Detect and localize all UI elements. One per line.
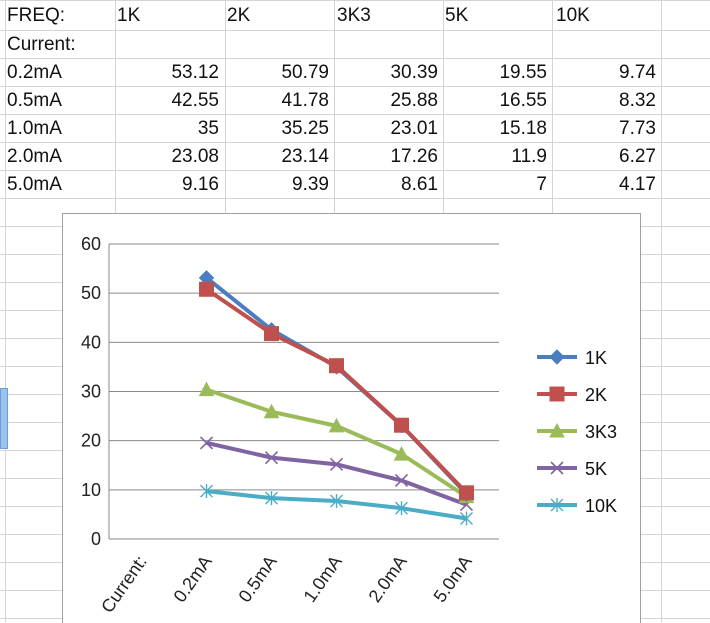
data-point[interactable] xyxy=(550,498,564,512)
data-point[interactable] xyxy=(549,386,565,402)
series-line[interactable] xyxy=(205,387,468,499)
row-label[interactable]: 0.2mA xyxy=(7,62,62,83)
table-cell[interactable]: 50.79 xyxy=(281,62,329,83)
table-cell[interactable]: 4.17 xyxy=(619,174,656,195)
series-line[interactable] xyxy=(205,276,468,496)
y-tick-label: 60 xyxy=(81,234,101,254)
table-cell[interactable]: 30.39 xyxy=(390,62,438,83)
table-cell[interactable]: 8.61 xyxy=(401,174,438,195)
x-tick-label: 0.2mA xyxy=(170,552,216,606)
chart-canvas: 0 10 20 30 40 50 60 Current: 0.2mA 0.5mA 1.0mA 2.0m… xyxy=(81,234,617,617)
legend-label: 2K xyxy=(585,385,607,405)
table-cell[interactable]: 35.25 xyxy=(281,118,329,139)
table-cell[interactable]: 16.55 xyxy=(499,90,547,111)
legend: 1K 2K 3K3 5K 10K xyxy=(537,348,617,516)
legend-label: 1K xyxy=(585,348,607,368)
table-cell[interactable]: 9.16 xyxy=(182,174,219,195)
header-1k[interactable]: 1K xyxy=(117,5,141,26)
legend-label: 10K xyxy=(585,496,617,516)
data-point[interactable] xyxy=(395,501,408,516)
table-cell[interactable]: 23.01 xyxy=(390,118,438,139)
series-2K[interactable] xyxy=(199,281,474,501)
data-point[interactable] xyxy=(394,417,409,433)
data-point[interactable] xyxy=(393,446,410,461)
legend-item[interactable]: 2K xyxy=(537,385,607,405)
header-3k3[interactable]: 3K3 xyxy=(337,5,371,26)
y-tick-label: 0 xyxy=(91,529,101,549)
line-chart[interactable]: 0 10 20 30 40 50 60 Current: 0.2mA 0.5mA 1.0mA 2.0m… xyxy=(62,213,641,623)
table-cell[interactable]: 41.78 xyxy=(281,90,329,111)
y-tick-label: 40 xyxy=(81,332,101,352)
data-point[interactable] xyxy=(265,491,278,506)
table-cell[interactable]: 53.12 xyxy=(171,62,219,83)
header-10k[interactable]: 10K xyxy=(556,5,590,26)
legend-item[interactable]: 1K xyxy=(537,348,607,368)
table-cell[interactable]: 42.55 xyxy=(171,90,219,111)
data-point[interactable] xyxy=(549,422,565,438)
table-cell[interactable]: 7.73 xyxy=(619,118,656,139)
table-cell[interactable]: 19.55 xyxy=(499,62,547,83)
data-point[interactable] xyxy=(550,461,564,475)
table-cell[interactable]: 7 xyxy=(536,174,547,195)
table-cell[interactable]: 11.9 xyxy=(511,146,547,167)
header-5k[interactable]: 5K xyxy=(445,5,469,26)
x-tick-label: 1.0mA xyxy=(300,552,346,606)
x-tick-label: Current: xyxy=(97,552,151,617)
series-5K[interactable] xyxy=(199,436,474,512)
row-label[interactable]: 5.0mA xyxy=(7,174,62,195)
legend-label: 3K3 xyxy=(585,422,617,442)
header-freq-label[interactable]: FREQ: xyxy=(7,5,66,26)
data-point[interactable] xyxy=(330,493,343,508)
table-cell[interactable]: 15.18 xyxy=(499,118,547,139)
data-point[interactable] xyxy=(263,403,280,419)
table-cell[interactable]: 23.08 xyxy=(171,146,219,167)
y-tick-label: 30 xyxy=(81,382,101,402)
data-point[interactable] xyxy=(264,451,279,465)
data-point[interactable] xyxy=(200,484,213,499)
x-tick-label: 0.5mA xyxy=(235,552,281,606)
data-point[interactable] xyxy=(199,281,214,297)
header-2k[interactable]: 2K xyxy=(227,5,251,26)
legend-item[interactable]: 10K xyxy=(537,496,617,516)
x-tick-label: 2.0mA xyxy=(365,552,411,606)
row-label[interactable]: 0.5mA xyxy=(7,90,62,111)
data-point[interactable] xyxy=(394,473,409,488)
series-1K[interactable] xyxy=(198,270,475,502)
table-cell[interactable]: 8.32 xyxy=(619,90,656,111)
table-cell[interactable]: 6.27 xyxy=(619,146,656,167)
table-cell[interactable]: 35 xyxy=(197,118,219,139)
data-point[interactable] xyxy=(459,485,474,501)
table-cell[interactable]: 9.74 xyxy=(619,62,656,83)
data-point[interactable] xyxy=(329,358,344,374)
row-label[interactable]: 1.0mA xyxy=(7,118,62,139)
data-point[interactable] xyxy=(329,457,344,471)
y-tick-label: 10 xyxy=(81,480,101,500)
data-point[interactable] xyxy=(264,326,279,342)
series-10K[interactable] xyxy=(200,484,473,526)
series-3K3[interactable] xyxy=(198,381,475,504)
table-cell[interactable]: 25.88 xyxy=(390,90,438,111)
data-point[interactable] xyxy=(460,511,473,526)
data-point[interactable] xyxy=(199,436,214,450)
x-tick-label: 5.0mA xyxy=(430,552,476,606)
legend-item[interactable]: 5K xyxy=(537,459,607,479)
legend-item[interactable]: 3K3 xyxy=(537,422,617,442)
legend-label: 5K xyxy=(585,459,607,479)
row-label[interactable]: 2.0mA xyxy=(7,146,62,167)
table-cell[interactable]: 23.14 xyxy=(281,146,329,167)
data-point[interactable] xyxy=(549,349,565,365)
current-label[interactable]: Current: xyxy=(7,34,76,55)
selection-handle[interactable] xyxy=(0,388,8,449)
data-point[interactable] xyxy=(198,381,215,397)
y-tick-label: 50 xyxy=(81,283,101,303)
table-cell[interactable]: 9.39 xyxy=(292,174,329,195)
data-point[interactable] xyxy=(328,417,345,433)
table-cell[interactable]: 17.26 xyxy=(390,146,438,167)
y-tick-label: 20 xyxy=(81,431,101,451)
